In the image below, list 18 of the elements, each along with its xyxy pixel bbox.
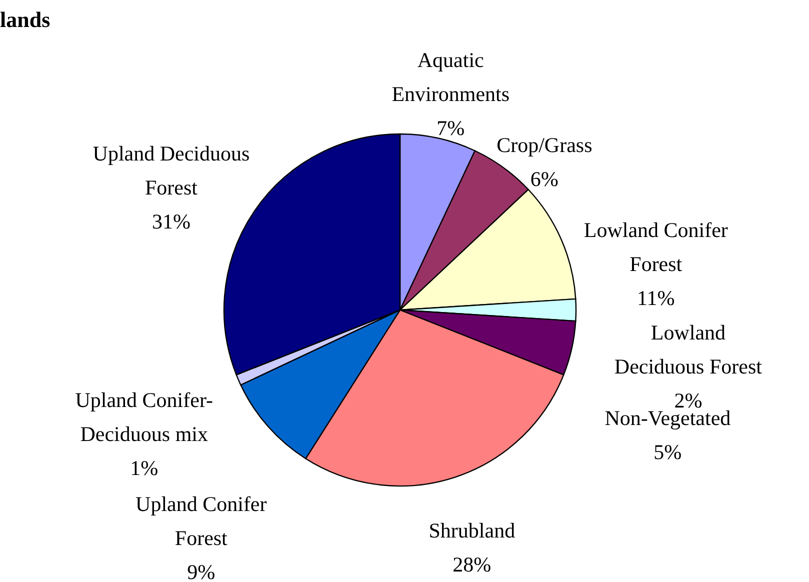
data-label: 11% (637, 286, 675, 310)
data-label: 9% (187, 560, 216, 582)
slice-label: Upland Deciduous Forest (92, 142, 250, 200)
slice-label: Upland Conifer Forest (136, 492, 267, 550)
data-label: 1% (130, 456, 158, 480)
slice-label: Crop/Grass (496, 133, 592, 158)
data-label: 2% (674, 388, 702, 412)
data-label: 5% (654, 440, 682, 464)
slice-label: Lowland Deciduous Forest (614, 320, 762, 378)
data-label: 28% (452, 552, 492, 576)
chart-title: lands (0, 7, 51, 32)
data-label: 6% (530, 167, 558, 192)
data-label: 31% (152, 210, 190, 234)
slice-label: Upland Conifer-Deciduous mix (75, 388, 214, 446)
slice-label: Lowland Conifer Forest (584, 218, 728, 276)
slice-label: Aquatic Environments (392, 48, 510, 106)
slice-label: Shrubland (428, 518, 516, 542)
data-label: 7% (436, 116, 465, 140)
